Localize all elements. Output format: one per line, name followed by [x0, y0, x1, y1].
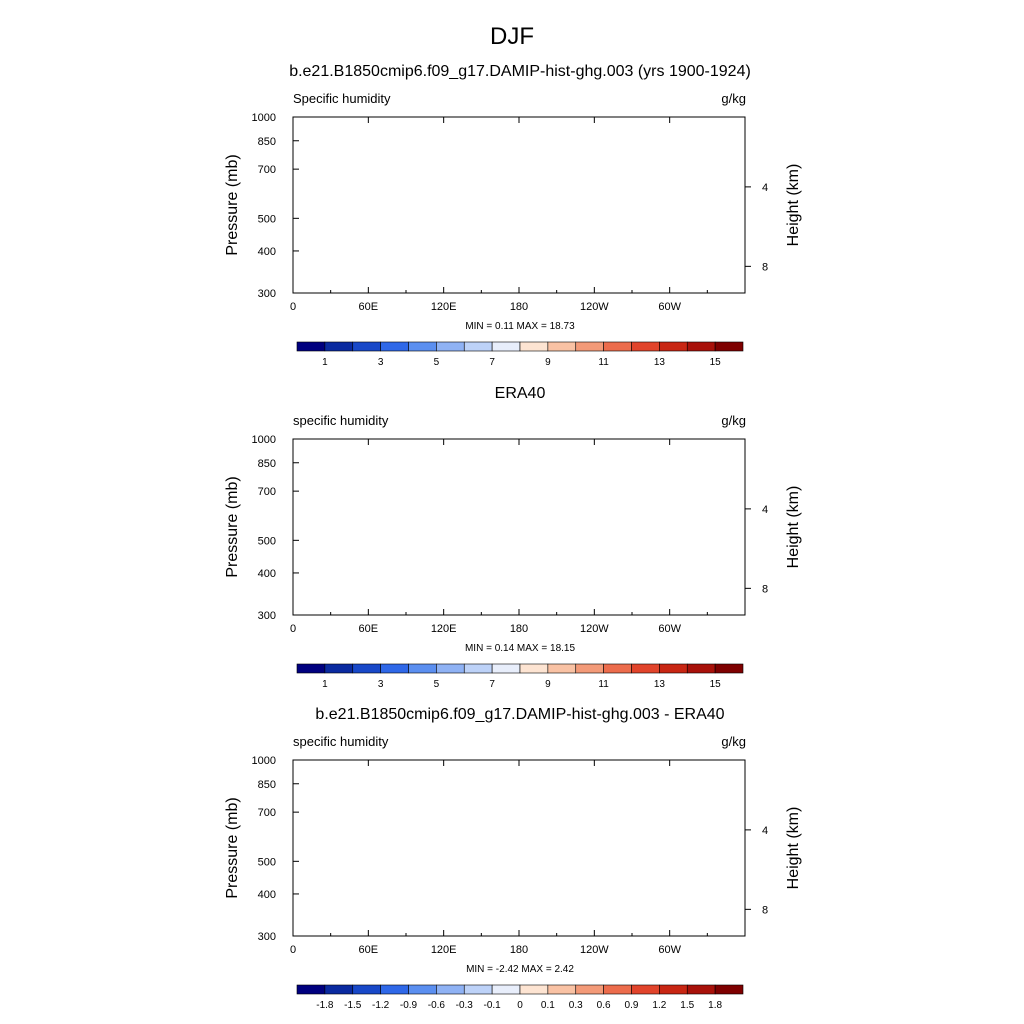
y-tick-label: 1000 [252, 112, 276, 124]
colorbar-box [631, 341, 660, 352]
colorbar-box [408, 341, 437, 352]
colorbar-label: 3 [378, 357, 384, 368]
y-axis-label: Pressure (mb) [224, 154, 241, 255]
y-tick-label: 400 [258, 246, 276, 258]
height-tick-label: 8 [762, 261, 768, 273]
x-tick-label: 120E [431, 301, 457, 313]
colorbar-box [352, 341, 381, 352]
panel-variable-label: Specific humidity [293, 91, 391, 106]
x-tick-label: 180 [510, 301, 528, 313]
x-tick-label: 120W [580, 301, 609, 313]
y-tick-label: 850 [258, 136, 276, 148]
x-tick-label: 0 [290, 301, 296, 313]
colorbar-box [603, 341, 632, 352]
x-tick-label: 60W [658, 301, 681, 313]
colorbar-label: 7 [489, 357, 495, 368]
y-tick-label: 300 [258, 288, 276, 300]
colorbar: 1 3 5 7 9 11 13 15 [296, 341, 744, 368]
panel-variable-label: specific humidity [293, 413, 389, 428]
colorbar-label: 11 [598, 357, 609, 368]
plot-frame [292, 116, 746, 294]
colorbar-label: 9 [545, 357, 551, 368]
panel-title: ERA40 [495, 385, 546, 402]
panel-units-label: g/kg [721, 91, 746, 106]
x-tick-label: 60E [359, 301, 379, 313]
chart-panel-1: b.e21.B1850cmip6.f09_g17.DAMIP-hist-ghg.… [224, 63, 802, 368]
colorbar-label: 1 [322, 357, 328, 368]
height-tick-label: 4 [762, 182, 768, 194]
colorbar-box [519, 341, 549, 352]
panel-title: b.e21.B1850cmip6.f09_g17.DAMIP-hist-ghg.… [289, 63, 751, 80]
colorbar-box [463, 341, 493, 352]
colorbar-label: 13 [654, 357, 666, 368]
colorbar-box [436, 341, 465, 352]
min-max-stats: MIN = 0.11 MAX = 18.73 [465, 321, 575, 332]
colorbar-box [324, 341, 354, 352]
colorbar-box [714, 341, 744, 352]
height-axis-label: Height (km) [785, 164, 802, 247]
figure-main-title: DJF [490, 23, 534, 50]
colorbar-box [686, 341, 716, 352]
colorbar-box [296, 341, 326, 352]
colorbar-box [547, 341, 577, 352]
colorbar-box [575, 341, 604, 352]
colorbar-box [380, 341, 409, 352]
colorbar-label: 5 [434, 357, 440, 368]
colorbar-box [491, 341, 521, 352]
colorbar-box [659, 341, 688, 352]
panel-units-label: g/kg [721, 413, 746, 428]
y-tick-label: 700 [258, 164, 276, 176]
colorbar-label: 15 [710, 357, 722, 368]
y-tick-label: 500 [258, 213, 276, 225]
